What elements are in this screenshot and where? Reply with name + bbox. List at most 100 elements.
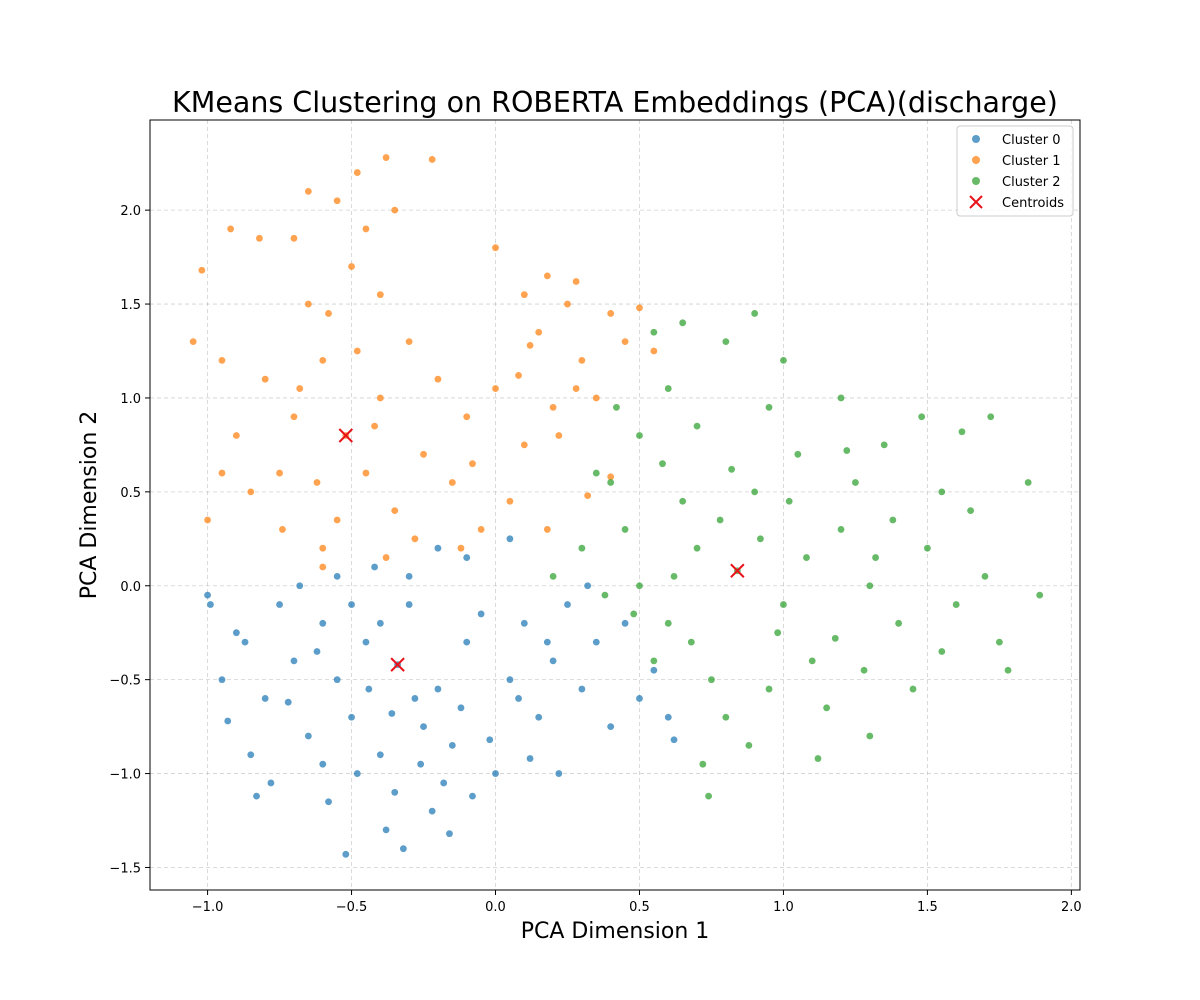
data-point xyxy=(823,704,831,712)
y-tick-label: 1.5 xyxy=(120,298,141,313)
data-point xyxy=(440,779,448,787)
data-point xyxy=(584,582,592,590)
data-point xyxy=(837,394,845,402)
data-point xyxy=(572,385,580,392)
y-tick-label: 2.0 xyxy=(120,204,141,219)
data-point xyxy=(880,441,888,449)
data-point xyxy=(938,488,946,496)
data-point xyxy=(716,516,724,524)
data-point xyxy=(803,554,810,561)
data-point xyxy=(952,601,960,608)
data-point xyxy=(290,413,298,421)
data-point xyxy=(218,469,226,477)
data-point xyxy=(664,713,672,721)
data-point xyxy=(218,356,226,364)
data-point xyxy=(578,356,586,364)
data-point xyxy=(256,234,263,242)
series-cluster-0 xyxy=(204,535,678,858)
data-point xyxy=(376,619,384,627)
y-tick-label: −1.5 xyxy=(109,861,141,876)
data-point xyxy=(388,710,396,717)
data-point xyxy=(296,582,304,590)
data-point xyxy=(420,450,427,458)
data-point xyxy=(463,638,471,646)
chart-title: KMeans Clustering on ROBERTA Embeddings … xyxy=(172,86,1058,119)
data-point xyxy=(457,544,465,552)
data-point xyxy=(446,830,453,838)
data-point xyxy=(371,563,378,571)
centroid-marker xyxy=(390,657,405,672)
y-tick-label: 1.0 xyxy=(120,392,141,407)
data-point xyxy=(405,572,413,580)
data-point xyxy=(434,544,442,552)
data-point xyxy=(325,310,332,317)
data-point xyxy=(333,197,341,205)
legend-item: Centroids xyxy=(969,195,1064,211)
data-point xyxy=(304,187,312,195)
data-point xyxy=(261,695,269,702)
data-point xyxy=(520,441,528,449)
data-point xyxy=(428,156,436,163)
data-point xyxy=(207,601,214,608)
data-point xyxy=(382,826,390,834)
data-point xyxy=(722,713,730,721)
data-point xyxy=(967,507,974,515)
data-point xyxy=(520,291,528,299)
data-point xyxy=(391,788,399,796)
x-axis-label: PCA Dimension 1 xyxy=(521,919,710,944)
data-point xyxy=(607,473,615,481)
data-point xyxy=(362,638,370,646)
data-point xyxy=(549,403,557,411)
data-point xyxy=(232,432,240,439)
data-point xyxy=(204,516,211,524)
data-point xyxy=(659,460,666,468)
legend-item: Cluster 2 xyxy=(972,175,1061,190)
data-point xyxy=(253,792,260,800)
data-point xyxy=(348,713,355,721)
data-point xyxy=(837,526,845,533)
legend-box xyxy=(956,125,1074,217)
legend-label: Centroids xyxy=(1002,196,1064,211)
x-axis-ticks: −1.0 −0.5 0.0 0.5 1.0 1.5 2.0 xyxy=(192,890,1082,915)
data-point xyxy=(218,676,226,684)
data-point xyxy=(852,479,859,486)
data-point xyxy=(555,432,563,439)
data-point xyxy=(457,704,465,712)
data-point xyxy=(391,507,399,515)
data-point xyxy=(636,432,643,439)
data-point xyxy=(189,338,197,346)
legend-marker xyxy=(972,156,980,164)
data-point xyxy=(261,375,269,383)
data-point xyxy=(650,657,658,665)
data-point xyxy=(284,698,292,706)
y-axis-label: PCA Dimension 2 xyxy=(77,411,102,600)
data-point xyxy=(664,385,672,392)
axes-frame xyxy=(149,119,1081,891)
data-point xyxy=(584,492,592,500)
centroid-marker xyxy=(730,563,745,578)
data-point xyxy=(543,638,551,646)
data-point xyxy=(198,266,206,274)
data-point xyxy=(313,479,321,486)
legend-label: Cluster 1 xyxy=(1002,154,1061,169)
data-point xyxy=(486,736,494,744)
data-point xyxy=(411,695,419,702)
data-point xyxy=(780,601,787,608)
data-point xyxy=(601,591,609,599)
data-point xyxy=(765,403,773,411)
data-point xyxy=(515,372,522,379)
data-point xyxy=(981,572,989,580)
data-point xyxy=(607,479,615,486)
data-point xyxy=(520,619,528,627)
data-point xyxy=(592,638,600,646)
data-point xyxy=(279,526,286,533)
data-point xyxy=(564,601,571,608)
data-point xyxy=(958,428,966,436)
data-point xyxy=(434,685,442,693)
data-point xyxy=(679,319,687,327)
data-point xyxy=(319,760,327,768)
data-point xyxy=(469,792,476,800)
data-point xyxy=(526,341,534,349)
data-point xyxy=(549,572,557,580)
data-point xyxy=(687,638,695,646)
